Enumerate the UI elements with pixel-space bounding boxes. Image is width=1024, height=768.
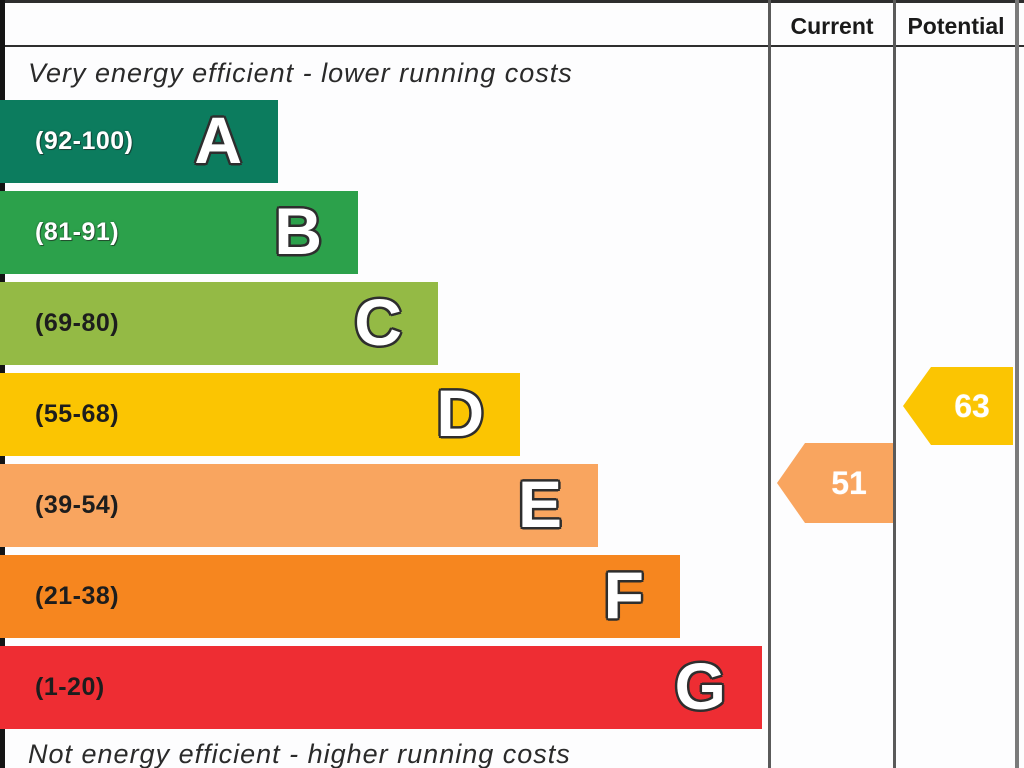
- header-divider-line: [0, 45, 1024, 47]
- band-range-label: (81-91): [35, 218, 120, 246]
- top-border-line: [0, 0, 1024, 3]
- band-letter: E: [517, 466, 562, 541]
- right-border-line: [1015, 0, 1019, 768]
- band-letter: G: [674, 648, 726, 723]
- band-range-label: (1-20): [35, 673, 105, 701]
- band-range-label: (21-38): [35, 582, 120, 610]
- potential-column-divider: [893, 0, 896, 768]
- band-letter: A: [194, 102, 242, 177]
- band-row-c: (69-80) C: [0, 282, 438, 365]
- band-row-b: (81-91) B: [0, 191, 358, 274]
- band-row-d: (55-68) D: [0, 373, 520, 456]
- current-column-header: Current: [790, 13, 874, 39]
- band-letter: F: [603, 557, 644, 632]
- band-row-a: (92-100) A: [0, 100, 278, 183]
- band-range-label: (69-80): [35, 309, 120, 337]
- current-column-divider: [768, 0, 771, 768]
- band-range-label: (55-68): [35, 400, 120, 428]
- current-rating-marker: 51: [777, 443, 893, 523]
- potential-column-header: Potential: [907, 13, 1005, 39]
- current-rating-value: 51: [831, 464, 867, 501]
- band-row-f: (21-38) F: [0, 555, 680, 638]
- band-range-label: (92-100): [35, 127, 134, 155]
- band-row-g: (1-20) G: [0, 646, 762, 729]
- band-letter: B: [274, 193, 322, 268]
- band-letter: D: [436, 375, 484, 450]
- band-letter: C: [354, 284, 402, 359]
- bottom-caption: Not energy efficient - higher running co…: [28, 739, 571, 768]
- top-caption: Very energy efficient - lower running co…: [28, 58, 573, 88]
- band-row-e: (39-54) E: [0, 464, 598, 547]
- band-range-label: (39-54): [35, 491, 120, 519]
- potential-rating-value: 63: [954, 387, 990, 424]
- potential-rating-marker: 63: [903, 367, 1013, 445]
